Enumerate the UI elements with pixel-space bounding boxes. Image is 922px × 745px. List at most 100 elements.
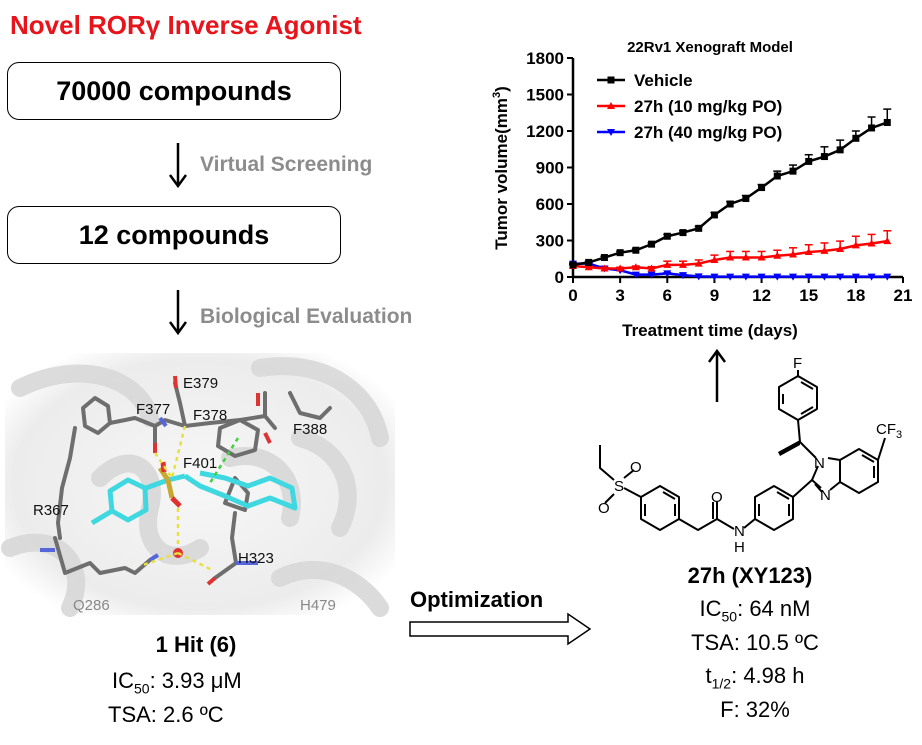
data-point	[773, 251, 782, 259]
data-point	[726, 200, 734, 208]
x-tick-label: 6	[663, 286, 672, 305]
data-point	[820, 153, 828, 161]
data-point	[663, 270, 672, 278]
x-tick-label: 0	[568, 286, 577, 305]
legend-label: 27h (40 mg/kg PO)	[634, 123, 782, 142]
y-axis-label: Tumor volume(mm3)	[491, 86, 511, 250]
data-point	[741, 273, 750, 281]
data-point	[679, 272, 687, 280]
residue-label: Q286	[73, 597, 110, 614]
legend-label: Vehicle	[634, 71, 693, 90]
data-point	[679, 260, 687, 268]
data-point	[836, 245, 845, 253]
data-point	[789, 167, 797, 175]
data-point	[663, 232, 671, 240]
data-point	[647, 264, 656, 272]
optimization-arrow-icon	[409, 612, 592, 646]
data-point	[742, 195, 750, 203]
data-point	[805, 157, 813, 165]
data-point	[648, 240, 656, 248]
atom-label: CF3	[876, 421, 902, 441]
atom-label: N	[814, 455, 825, 472]
biological-evaluation-label: Biological Evaluation	[200, 305, 413, 328]
arrow-up-icon	[707, 348, 727, 402]
legend-marker	[607, 129, 615, 136]
data-point	[883, 118, 891, 126]
data-point	[757, 253, 766, 261]
data-point	[647, 271, 656, 279]
x-tick-label: 21	[894, 286, 913, 305]
data-point	[600, 264, 609, 272]
ic50-label: IC	[699, 596, 722, 621]
data-point	[836, 146, 844, 154]
half-life-subscript: 1/2	[711, 675, 732, 692]
y-tick-label: 1800	[526, 49, 564, 68]
optimization-label: Optimization	[410, 587, 544, 612]
lead-half-life: t1/2: 4.98 h	[660, 663, 850, 691]
data-point	[726, 253, 735, 261]
data-point	[867, 273, 876, 281]
data-point	[631, 263, 640, 271]
data-point	[820, 246, 829, 254]
y-tick-label: 300	[536, 232, 564, 251]
atom-label: O	[711, 489, 723, 506]
residue-label: F401	[183, 455, 217, 472]
x-tick-label: 15	[799, 286, 818, 305]
atom-label: N	[820, 487, 831, 504]
ic50-subscript: 50	[721, 608, 738, 625]
half-life-label: t	[705, 663, 712, 688]
data-point	[584, 263, 593, 271]
arrow-down-icon	[168, 143, 188, 189]
residue-label: H323	[238, 550, 274, 567]
y-tick-label: 0	[555, 268, 564, 287]
series-vehicle	[569, 108, 892, 269]
data-point	[804, 273, 813, 281]
ic50-value: : 3.93 μM	[149, 668, 242, 693]
y-tick-label: 1200	[526, 122, 564, 141]
chart-title: 22Rv1 Xenograft Model	[627, 39, 793, 56]
residue-label: F377	[136, 401, 170, 418]
data-point	[585, 258, 593, 266]
x-tick-label: 18	[846, 286, 865, 305]
data-point	[694, 259, 703, 267]
compound-library-label: 70000 compounds	[56, 75, 292, 106]
data-point	[758, 184, 766, 192]
residue-label: R367	[33, 502, 69, 519]
data-point	[789, 273, 797, 281]
data-point	[836, 273, 845, 281]
y-tick-label: 600	[536, 195, 564, 214]
residue-label: F388	[293, 421, 327, 438]
ic50-subscript: 50	[134, 680, 150, 697]
data-point	[804, 248, 813, 256]
atom-label: S	[614, 478, 624, 495]
lead-tsa: TSA: 10.5 ºC	[691, 630, 819, 655]
screened-compounds-label: 12 compounds	[78, 219, 270, 250]
data-point	[773, 172, 781, 180]
data-point	[569, 261, 577, 269]
ic50-label: IC	[112, 668, 134, 693]
data-point	[851, 273, 860, 281]
half-life-value: : 4.98 h	[731, 663, 805, 688]
binding-site-image: E379 F377 F378 F388 F401 R367 H323 Q286 …	[1, 353, 395, 617]
data-point	[710, 255, 719, 263]
screened-compounds-box: 12 compounds	[7, 206, 341, 264]
x-axis-label: Treatment time (days)	[622, 321, 798, 340]
hit-tsa: TSA: 2.6 ºC	[108, 702, 224, 727]
atom-label: H	[734, 539, 745, 556]
data-point	[695, 224, 703, 232]
virtual-screening-label: Virtual Screening	[200, 153, 373, 176]
ic50-value: : 64 nM	[737, 596, 811, 621]
data-point	[867, 239, 876, 247]
hit-name: 1 Hit (6)	[155, 632, 237, 657]
residue-label: H479	[300, 597, 336, 614]
y-tick-label: 1500	[526, 86, 564, 105]
legend-label: 27h (10 mg/kg PO)	[634, 97, 782, 116]
x-tick-label: 12	[752, 286, 771, 305]
atom-label: O	[630, 459, 642, 476]
x-tick-label: 9	[710, 286, 719, 305]
data-point	[773, 273, 782, 281]
data-point	[820, 273, 829, 281]
data-point	[757, 273, 766, 281]
